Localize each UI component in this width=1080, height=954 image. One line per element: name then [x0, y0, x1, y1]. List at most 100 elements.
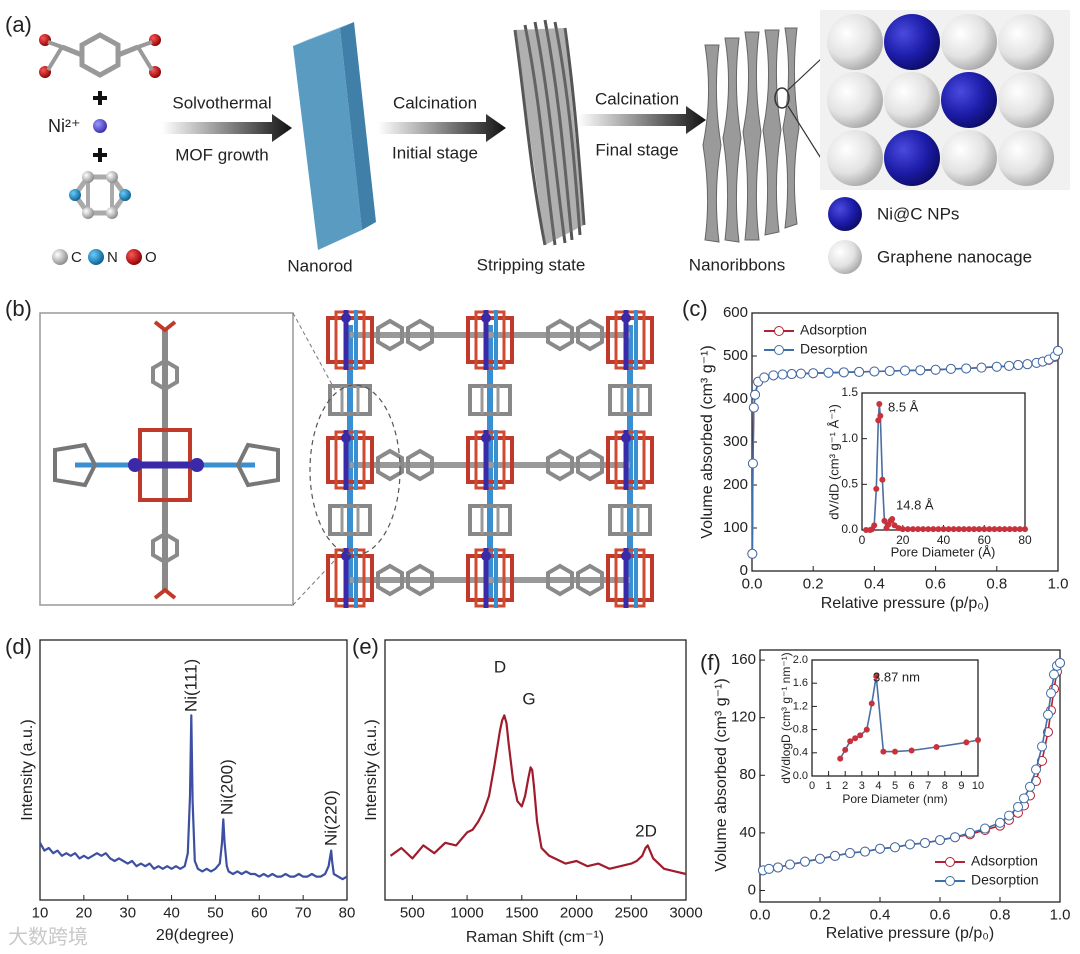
data-point [1013, 801, 1023, 812]
annotation: Ni(220) [321, 790, 340, 846]
x-axis-label: Relative pressure (p/p₀) [826, 925, 994, 942]
series-line [389, 714, 687, 876]
paddlewheel [53, 320, 280, 600]
data-point [777, 369, 788, 380]
y-tick-label: 40 [739, 824, 756, 841]
x-tick-label: 2000 [560, 904, 593, 921]
bond [61, 44, 83, 58]
data-point [909, 526, 916, 533]
x-tick-label: 5 [892, 780, 898, 792]
y-tick-label: 300 [723, 433, 748, 450]
data-point [845, 848, 855, 859]
data-point [1004, 810, 1014, 821]
data-point [963, 739, 970, 746]
plus-sign [93, 91, 107, 105]
nanorod-top [293, 22, 354, 46]
x-axis-label: Raman Shift (cm⁻¹) [466, 929, 604, 946]
stage-label: Nanorod [287, 256, 352, 275]
data-point [1046, 688, 1056, 699]
data-point [905, 839, 915, 850]
data-point [950, 832, 960, 843]
ni-sphere [941, 72, 997, 128]
data-point [925, 526, 932, 533]
annotation: 3.87 nm [873, 669, 920, 684]
x-tick-label: 3000 [669, 904, 702, 921]
annotation: 8.5 Å [888, 399, 919, 414]
x-tick-label: 2500 [615, 904, 648, 921]
o-key [126, 249, 142, 265]
n-atom [69, 189, 81, 201]
y-tick-label: 0.0 [793, 770, 808, 782]
data-point [884, 366, 895, 377]
data-point [880, 748, 887, 755]
data-point [981, 526, 988, 533]
graphene-sphere [941, 130, 997, 186]
data-point [747, 548, 758, 559]
x-tick-label: 1 [826, 780, 832, 792]
data-point [838, 367, 849, 378]
graphene-sphere [998, 130, 1054, 186]
data-point [986, 526, 993, 533]
data-point [915, 365, 926, 376]
data-point [930, 526, 937, 533]
linker-molecule [39, 32, 161, 78]
y-tick-label: 80 [739, 766, 756, 783]
data-point [1004, 360, 1015, 371]
data-point [879, 476, 886, 483]
c-atom [82, 207, 94, 219]
y-tick-label: 1.2 [793, 700, 808, 712]
data-point [854, 366, 865, 377]
atom-key: C [71, 249, 82, 266]
panel-label: (d) [5, 634, 32, 659]
data-point [773, 862, 783, 873]
data-point [965, 827, 975, 838]
annotation: G [522, 689, 535, 708]
y-tick-label: 600 [723, 304, 748, 321]
annotation: 14.8 Å [896, 497, 934, 512]
x-tick-label: 0.2 [803, 575, 824, 592]
c-atom [106, 207, 118, 219]
legend-label: Adsorption [971, 853, 1038, 869]
x-tick-label: 40 [163, 904, 180, 921]
annotation: 2D [635, 821, 657, 840]
data-point [930, 364, 941, 375]
ribbon [782, 27, 800, 229]
legend-label: Adsorption [800, 322, 867, 338]
data-point [800, 856, 810, 867]
step-label: Calcination [393, 93, 477, 112]
y-tick-label: 1.5 [841, 385, 858, 399]
c-atom [82, 171, 94, 183]
data-point [860, 846, 870, 857]
zoom-line [787, 57, 823, 91]
data-point [747, 458, 758, 469]
data-point [890, 842, 900, 853]
x-tick-label: 0.4 [870, 906, 891, 923]
plot-frame [861, 392, 1026, 531]
data-point [868, 700, 875, 707]
y-tick-label: 200 [723, 476, 748, 493]
y-axis-label: Intensity (a.u.) [363, 719, 380, 820]
x-tick-label: 4 [875, 780, 881, 792]
data-point [991, 526, 998, 533]
legend-sphere [828, 240, 862, 274]
data-point [873, 673, 880, 680]
chart: 0 20 40 60 80 0.0 0.5 1.0 1.5 Pore Diameter (Å) dV… [826, 385, 1032, 559]
legend-marker [774, 345, 784, 355]
x-tick-label: 500 [400, 904, 425, 921]
data-point [1019, 793, 1029, 804]
arrow [162, 114, 292, 142]
data-point [933, 744, 940, 750]
data-point [1011, 526, 1018, 533]
y-tick-label: 400 [723, 390, 748, 407]
data-point [871, 522, 878, 529]
y-tick-label: 0.5 [841, 477, 858, 491]
legend-label: Desorption [971, 872, 1039, 888]
zoom-line [787, 105, 823, 161]
stage-label: Stripping state [477, 255, 586, 274]
graphene-sphere [998, 72, 1054, 128]
x-tick-label: 50 [207, 904, 224, 921]
x-tick-label: 0.2 [810, 906, 831, 923]
y-tick-label: 0.0 [841, 522, 858, 536]
ribbon [762, 29, 782, 236]
data-point [889, 516, 896, 523]
